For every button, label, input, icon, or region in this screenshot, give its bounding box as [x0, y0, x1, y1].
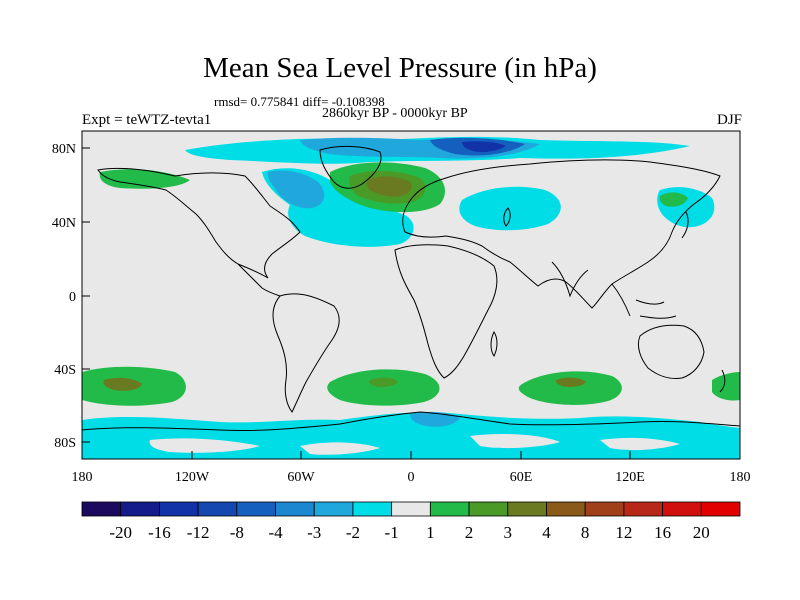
- colorbar-label: 8: [581, 523, 590, 542]
- lon-label-180e: 180: [730, 470, 751, 485]
- south-indian-positive-region: [518, 371, 622, 405]
- coast-caspian: [503, 207, 511, 227]
- east-asia-positive-spot: [659, 192, 688, 207]
- colorbar: -20 -16 -12 -8 -4 -3 -2 -1 1 2 3 4 8 12 16 20: [81, 501, 741, 542]
- lat-label-eq: 0: [69, 290, 76, 305]
- lat-label-80n: 80N: [52, 142, 76, 157]
- colorbar-label: 12: [615, 523, 632, 542]
- coast-southeast-asia: [611, 283, 677, 319]
- axis-ticks: [81, 147, 741, 459]
- colorbar-label: 3: [504, 523, 513, 542]
- colorbar-box: [429, 501, 470, 517]
- coast-north-america: [97, 167, 301, 279]
- colorbar-box: [662, 501, 702, 517]
- lat-label-80s: 80S: [54, 436, 76, 451]
- colorbar-box: [236, 501, 276, 517]
- colorbar-box: [391, 501, 431, 517]
- lon-label-60e: 60E: [510, 470, 533, 485]
- colorbar-box: [584, 501, 625, 517]
- colorbar-label: -3: [307, 523, 321, 542]
- colorbar-label: -4: [268, 523, 283, 542]
- lon-label-60w: 60W: [287, 470, 315, 485]
- colorbar-label: -2: [346, 523, 360, 542]
- lat-label-40n: 40N: [52, 216, 76, 231]
- season-label: DJF: [716, 112, 742, 128]
- coast-madagascar: [490, 331, 498, 357]
- coast-eurasia: [402, 159, 721, 309]
- colorbar-label: 16: [654, 523, 671, 542]
- colorbar-box: [313, 501, 354, 517]
- lon-label-120w: 120W: [175, 470, 210, 485]
- south-atlantic-positive-region: [327, 369, 440, 406]
- coast-australia: [637, 324, 705, 379]
- coast-greenland: [319, 145, 382, 189]
- labrador-negative-core: [267, 170, 325, 209]
- lon-label-0: 0: [408, 470, 415, 485]
- colorbar-box: [700, 501, 741, 517]
- colorbar-label: 20: [693, 523, 710, 542]
- north-atlantic-positive-core: [366, 176, 412, 197]
- colorbar-box: [352, 501, 393, 517]
- lon-label-120e: 120E: [615, 470, 645, 485]
- coastlines: [82, 145, 740, 432]
- coast-central-america: [237, 263, 281, 297]
- colorbar-box: [159, 501, 199, 517]
- colorbar-label: -16: [148, 523, 171, 542]
- coast-new-zealand: [719, 369, 726, 393]
- colorbar-label: -12: [187, 523, 210, 542]
- period-text: 2860kyr BP - 0000kyr BP: [322, 106, 468, 121]
- eurasia-negative-region: [459, 186, 561, 231]
- colorbar-label: -8: [230, 523, 244, 542]
- arctic-negative-deepest: [462, 141, 506, 153]
- anomaly-fields: [82, 136, 740, 459]
- colorbar-label: 1: [426, 523, 435, 542]
- south-atlantic-positive-core: [369, 377, 398, 387]
- coast-south-america: [272, 293, 340, 413]
- stats-text: rmsd= 0.775841 diff= -0.108398: [214, 94, 385, 109]
- coast-antarctica: [82, 411, 740, 432]
- colorbar-box: [507, 501, 547, 517]
- colorbar-box: [81, 501, 122, 517]
- antarctic-negative-core: [410, 411, 460, 427]
- colorbar-label: 2: [465, 523, 474, 542]
- lat-label-40s: 40S: [54, 363, 76, 378]
- coast-japan: [681, 211, 689, 239]
- colorbar-box: [197, 501, 238, 517]
- south-pacific-east-positive-region: [712, 372, 740, 401]
- colorbar-label: -1: [385, 523, 399, 542]
- experiment-label: Expt = teWTZ-tevta1: [82, 112, 212, 128]
- colorbar-box: [468, 501, 509, 517]
- map-title: Mean Sea Level Pressure (in hPa): [203, 52, 597, 84]
- colorbar-label: 4: [542, 523, 551, 542]
- colorbar-label: -20: [109, 523, 132, 542]
- south-indian-positive-core: [555, 377, 586, 387]
- colorbar-box: [120, 501, 160, 517]
- colorbar-box: [275, 501, 315, 517]
- south-pacific-positive-core: [103, 377, 142, 391]
- lon-label-180w: 180: [72, 470, 93, 485]
- colorbar-box: [623, 501, 663, 517]
- coast-africa: [394, 244, 498, 379]
- antarctic-gray-gaps: [149, 434, 680, 455]
- colorbar-box: [546, 501, 586, 517]
- coast-india: [551, 261, 589, 298]
